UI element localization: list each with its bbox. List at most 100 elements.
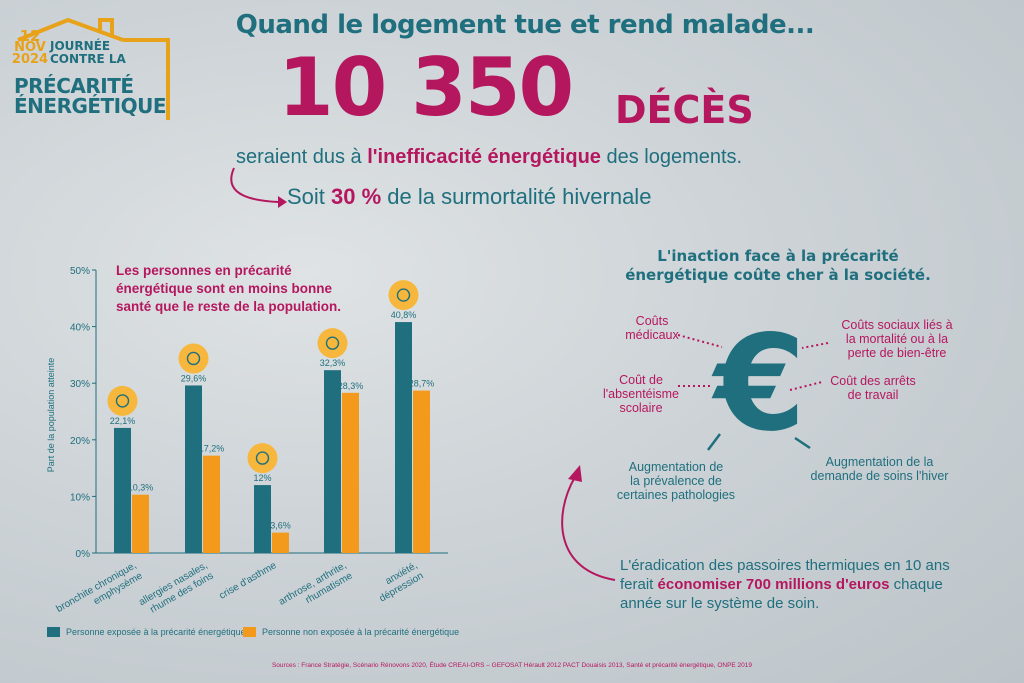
x-tick-label: bronchite chronique,emphysème	[55, 560, 145, 625]
cost-work-line-1: Coût des arrêts	[830, 374, 916, 388]
cost-prevalence-line-1: Augmentation de	[628, 460, 724, 474]
legend-not-exposed-swatch	[243, 627, 256, 637]
legend-exposed-swatch	[47, 627, 60, 637]
logo-line-2: CONTRE LA	[50, 52, 126, 66]
cost-medical-line-2: médicaux	[625, 328, 679, 342]
euro-icon: €	[714, 307, 806, 461]
bar-exposed	[185, 385, 202, 553]
big-unit: DÉCÈS	[615, 88, 754, 132]
allergy-face-icon-glyph	[186, 351, 201, 366]
legend-not-exposed-label: Personne non exposée à la précarité éner…	[262, 627, 460, 637]
y-tick-label: 50%	[70, 266, 90, 277]
anxious-head-icon-glyph	[396, 288, 411, 302]
cost-prevalence: Augmentation de la prévalence de certain…	[606, 460, 746, 502]
knee-joint-icon	[317, 328, 348, 359]
cost-social-line-2: la mortalité ou à la	[845, 332, 949, 346]
y-tick-label: 0%	[76, 549, 91, 560]
conclusion-before: L'éradication des passoires thermiques e…	[620, 557, 950, 593]
y-tick-label: 30%	[70, 379, 90, 390]
x-tick-label: allergies nasales,rhume des foins	[137, 560, 215, 619]
x-tick-label: anxiété,dépression	[372, 560, 426, 604]
subline-cause-before: seraient dus à	[236, 146, 368, 168]
bar-exposed	[395, 322, 412, 553]
bar-label-exposed: 29,6%	[181, 373, 207, 383]
cost-medical-line-1: Coûts	[635, 314, 669, 328]
logo-day: 12	[19, 27, 41, 45]
big-number: 10 350	[278, 41, 574, 134]
lungs-icon	[107, 385, 138, 416]
headline: Quand le logement tue et rend malade...	[235, 10, 815, 40]
legend-exposed-label: Personne exposée à la précarité énergéti…	[66, 627, 246, 637]
bar-exposed	[114, 427, 131, 553]
cost-demand-line-1: Augmentation de la	[825, 455, 934, 469]
bar-not-exposed	[342, 392, 359, 553]
x-tick-label-line: crise d'asthme	[217, 560, 278, 602]
cost-social-line-3: perte de bien-être	[847, 346, 947, 360]
subline-share-before: Soit	[287, 184, 332, 209]
cost-school: Coût de l'absentéisme scolaire	[596, 373, 686, 415]
cost-school-line-3: scolaire	[619, 401, 663, 415]
inhaler-icon	[247, 443, 278, 474]
bar-label-not-exposed: 17,2%	[199, 444, 225, 454]
logo-subtitle: JOURNÉE CONTRE LA	[50, 40, 126, 66]
cost-prevalence-line-3: certaines pathologies	[616, 488, 736, 502]
bar-label-not-exposed: 28,7%	[409, 379, 435, 389]
bar-not-exposed	[272, 532, 289, 553]
subline-share-after: de la surmortalité hivernale	[381, 184, 652, 209]
legend-not-exposed: Personne non exposée à la précarité éner…	[243, 627, 459, 637]
cost-demand-line-2: demande de soins l'hiver	[810, 469, 949, 483]
subline-cause-bold: l'inefficacité énergétique	[367, 146, 601, 168]
logo-month: NOV	[14, 40, 46, 55]
inaction-title: L'inaction face à la précarité énergétiq…	[625, 247, 931, 284]
cost-social-line-1: Coûts sociaux liés à	[841, 318, 953, 332]
x-tick-label: crise d'asthme	[217, 560, 278, 602]
bar-label-exposed: 22,1%	[110, 416, 136, 426]
cost-work: Coût des arrêts de travail	[818, 374, 928, 402]
cost-school-line-1: Coût de	[619, 373, 663, 387]
cost-connectors	[677, 334, 829, 451]
conclusion-after: chaque année sur le système de soin.	[620, 576, 943, 612]
conclusion-bold: économiser 700 millions d'euros	[657, 576, 890, 593]
logo-line-1: JOURNÉE	[50, 39, 111, 53]
curved-arrow-icon	[230, 167, 287, 208]
cost-prevalence-line-2: la prévalence de	[630, 474, 722, 488]
health-bar-chart: 0% 10% 20% 30% 40% 50% Part de la population a…	[46, 266, 448, 625]
conclusion-text: L'éradication des passoires thermiques e…	[620, 556, 960, 613]
anxious-head-icon	[388, 280, 419, 311]
inhaler-icon-glyph	[255, 451, 270, 465]
subline-share: Soit 30 % de la surmortalité hivernale	[287, 184, 651, 210]
logo-title-1: PRÉCARITÉ	[14, 74, 134, 98]
cost-work-line-2: de travail	[847, 388, 899, 402]
bar-label-exposed: 32,3%	[320, 358, 346, 368]
logo-date: 12 NOV 2024	[10, 27, 50, 67]
subline-share-bold: 30 %	[331, 184, 382, 209]
bar-exposed	[254, 485, 271, 553]
sources: Sources : France Stratégie, Scénario Rén…	[271, 662, 753, 669]
subline-cause-after: des logements.	[600, 146, 743, 168]
y-axis-label: Part de la population atteinte	[46, 358, 56, 473]
cost-medical: Coûts médicaux	[612, 314, 692, 342]
curved-arrow-up-icon	[561, 465, 616, 581]
bar-label-not-exposed: 28,3%	[338, 381, 364, 391]
house-logo-outline	[17, 17, 170, 120]
bar-exposed	[324, 370, 341, 553]
bar-label-exposed: 12%	[253, 473, 271, 483]
bar-label-exposed: 40,8%	[391, 310, 417, 320]
cost-social: Coûts sociaux liés à la mortalité ou à l…	[832, 318, 962, 360]
bar-not-exposed	[132, 494, 149, 553]
logo-title-2: ÉNERGÉTIQUE	[14, 94, 167, 118]
subline-cause: seraient dus à l'inefficacité énergétiqu…	[236, 146, 742, 169]
cost-demand: Augmentation de la demande de soins l'hi…	[797, 455, 962, 483]
y-tick-label: 10%	[70, 492, 90, 503]
bar-not-exposed	[413, 390, 430, 553]
cost-school-line-2: l'absentéisme	[602, 387, 680, 401]
x-tick-label: arthrose, arthrite,rhumatisme	[277, 560, 355, 618]
y-tick-label: 20%	[70, 436, 90, 447]
lungs-icon-glyph	[115, 394, 130, 408]
legend-exposed: Personne exposée à la précarité énergéti…	[47, 627, 246, 637]
knee-joint-icon-glyph	[325, 336, 340, 350]
allergy-face-icon	[178, 343, 209, 374]
bar-label-not-exposed: 3,6%	[270, 521, 291, 531]
bar-not-exposed	[203, 455, 220, 553]
chart-note: Les personnes en précarité énergétique s…	[116, 263, 342, 314]
